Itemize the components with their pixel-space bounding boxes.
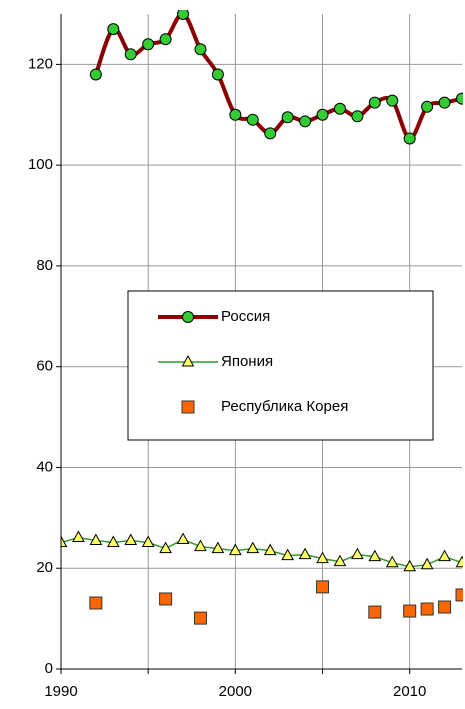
marker: [438, 600, 452, 614]
y-tick-label: 80: [36, 257, 53, 274]
legend-label: Россия: [221, 308, 270, 325]
marker: [211, 68, 224, 81]
y-tick-label: 40: [36, 458, 53, 475]
marker: [159, 33, 172, 46]
marker: [420, 557, 434, 570]
marker: [193, 611, 207, 625]
marker: [264, 127, 277, 140]
marker: [281, 548, 294, 561]
marker: [455, 555, 463, 568]
marker: [438, 96, 451, 109]
marker: [386, 94, 399, 107]
marker: [229, 543, 242, 556]
marker: [421, 100, 434, 113]
marker: [159, 592, 173, 606]
marker: [403, 604, 417, 618]
y-tick-label: 60: [36, 358, 53, 375]
series-line: [93, 12, 463, 141]
y-tick-label: 0: [45, 660, 53, 677]
marker: [229, 108, 242, 121]
marker: [124, 533, 138, 546]
marker: [124, 48, 137, 61]
marker: [181, 354, 195, 367]
marker: [333, 102, 346, 115]
marker: [141, 535, 155, 548]
marker: [438, 549, 451, 562]
marker: [456, 92, 463, 105]
x-tick-label: 2000: [219, 683, 252, 700]
marker: [368, 605, 382, 619]
marker: [403, 559, 417, 572]
legend-label: Япония: [221, 353, 273, 370]
x-tick-label: 1990: [44, 683, 77, 700]
marker: [176, 532, 190, 545]
marker: [159, 541, 172, 554]
y-tick-label: 120: [28, 55, 53, 72]
marker: [351, 547, 364, 560]
marker: [246, 113, 259, 126]
marker: [298, 547, 312, 560]
marker: [106, 535, 120, 548]
marker: [333, 554, 347, 567]
marker: [177, 10, 190, 20]
legend-label: Республика Корея: [221, 398, 348, 415]
marker: [316, 580, 330, 594]
marker: [211, 541, 225, 554]
marker: [263, 543, 277, 556]
marker: [246, 541, 260, 554]
marker: [107, 23, 120, 36]
marker: [299, 115, 312, 128]
marker: [89, 68, 102, 81]
marker: [420, 602, 434, 616]
marker: [455, 588, 463, 602]
x-tick-label: 2010: [393, 683, 426, 700]
marker: [351, 110, 364, 123]
marker: [181, 400, 195, 414]
marker: [194, 539, 207, 552]
marker: [61, 535, 68, 548]
marker: [368, 549, 382, 562]
marker: [385, 555, 399, 568]
marker: [72, 530, 85, 542]
marker: [142, 38, 155, 51]
marker: [403, 132, 416, 145]
marker: [316, 551, 329, 564]
y-tick-label: 100: [28, 156, 53, 173]
legend-box: [127, 290, 434, 441]
marker: [316, 108, 329, 121]
marker: [281, 111, 294, 124]
marker: [89, 596, 103, 610]
marker: [368, 96, 381, 109]
y-tick-label: 20: [36, 559, 53, 576]
marker: [89, 533, 103, 546]
marker: [182, 311, 194, 323]
marker: [194, 43, 207, 56]
